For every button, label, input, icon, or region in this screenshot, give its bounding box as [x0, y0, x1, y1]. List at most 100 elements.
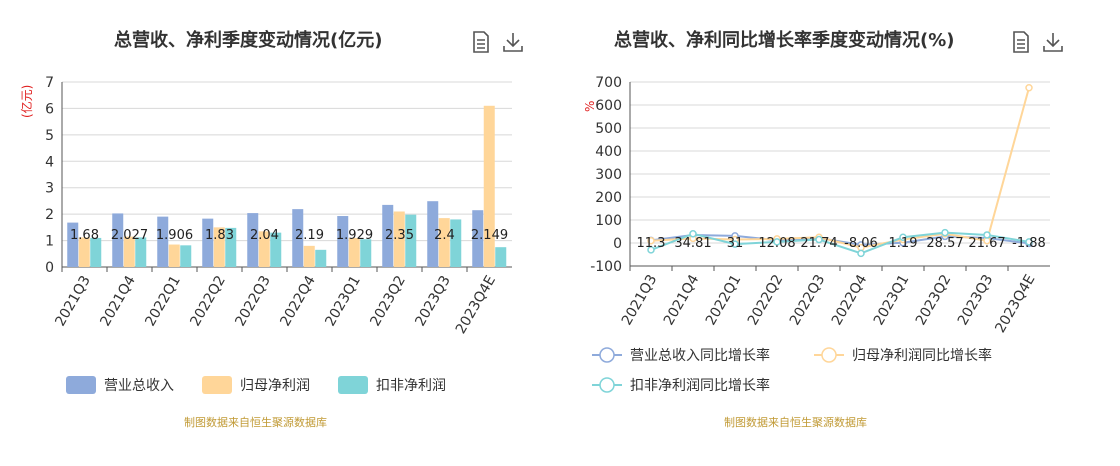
series-line [650, 87, 1030, 249]
series-point [983, 231, 991, 239]
legend-item-deducted-profit[interactable]: 扣非净利润 [338, 375, 446, 395]
bar [315, 249, 327, 267]
legend-item-revenue[interactable]: 营业总收入 [66, 375, 174, 395]
bar [438, 218, 450, 267]
legend-item-deducted-profit-growth[interactable]: 扣非净利润同比增长率 [592, 375, 770, 395]
y-tick-label: 300 [595, 167, 622, 183]
bar [393, 211, 405, 267]
legend-label: 扣非净利润同比增长率 [630, 378, 770, 394]
data-label: 12.08 [758, 236, 795, 251]
bar [225, 227, 237, 267]
x-tick-label: 2021Q3 [52, 273, 94, 329]
legend-swatch [592, 376, 622, 394]
x-tick-label: 2022Q3 [232, 273, 274, 329]
legend-swatch [202, 376, 232, 394]
y-tick-label: 0 [613, 236, 622, 252]
y-tick-label: 0 [45, 260, 54, 276]
x-tick-label: 2022Q4 [829, 272, 871, 328]
legend-swatch [338, 376, 368, 394]
series-point [731, 240, 739, 248]
data-label: 2.149 [471, 228, 508, 243]
data-label: -8.06 [844, 236, 878, 251]
y-tick-label: 100 [595, 213, 622, 229]
series-point [1025, 238, 1033, 246]
bar [90, 237, 102, 267]
bar [303, 245, 315, 267]
legend-swatch [592, 346, 622, 364]
x-tick-label: 2023Q4E [453, 273, 499, 337]
data-view-icon[interactable] [470, 30, 492, 54]
data-label: -1.88 [1012, 236, 1046, 251]
legend-item-net-profit-growth[interactable]: 归母净利润同比增长率 [814, 345, 992, 365]
data-label: 31 [727, 236, 744, 251]
series-point [647, 236, 655, 245]
data-source-credit: 制图数据来自恒生聚源数据库 [724, 416, 867, 429]
x-tick-label: 2023Q3 [955, 272, 997, 328]
bar [337, 216, 349, 267]
right-chart-title: 总营收、净利同比增长率季度变动情况(%) [614, 30, 955, 51]
x-tick-label: 2023Q1 [871, 272, 913, 328]
x-tick-label: 2022Q2 [745, 272, 787, 328]
x-tick-label: 2021Q3 [619, 272, 661, 328]
download-icon[interactable] [502, 30, 524, 54]
y-tick-label: 700 [595, 75, 622, 91]
bar [405, 214, 417, 267]
series-point [857, 249, 865, 258]
y-tick-label: 1 [45, 234, 54, 250]
data-label: 1.19 [889, 236, 918, 251]
bar [202, 218, 214, 267]
data-label: 21.74 [800, 236, 837, 251]
series-point [773, 238, 781, 246]
legend-label: 归母净利润 [240, 378, 310, 394]
y-tick-label: 600 [595, 98, 622, 114]
y-tick-label: 2 [45, 207, 54, 223]
legend-label: 营业总收入 [104, 378, 174, 394]
x-tick-label: 2022Q2 [187, 273, 229, 329]
x-tick-label: 2022Q4 [277, 273, 319, 329]
right-chart-panel: 总营收、净利同比增长率季度变动情况(%) -100 0 100 200 300 400 50… [560, 0, 1120, 466]
y-axis-unit: (亿元) [19, 85, 34, 118]
bar [382, 204, 394, 267]
bar [135, 237, 147, 267]
data-label: 34.81 [674, 236, 711, 251]
series-line [650, 231, 1030, 255]
legend-item-revenue-growth[interactable]: 营业总收入同比增长率 [592, 345, 770, 365]
data-label: 2.4 [434, 228, 455, 243]
data-label: 1.929 [336, 228, 373, 243]
data-label: 28.57 [926, 236, 963, 251]
bar [78, 237, 90, 267]
data-source-credit: 制图数据来自恒生聚源数据库 [184, 416, 327, 429]
legend-swatch [814, 346, 844, 364]
bar [157, 216, 169, 267]
y-tick-label: 200 [595, 190, 622, 206]
bar [292, 209, 304, 267]
series-point [899, 233, 907, 241]
x-tick-label: 2021Q4 [661, 272, 703, 328]
x-tick-label: 2023Q4E [992, 272, 1038, 336]
y-axis-unit: % [583, 101, 597, 112]
legend-label: 扣非净利润 [376, 378, 446, 394]
series-point [647, 246, 655, 254]
bar [258, 231, 270, 267]
x-tick-label: 2023Q2 [913, 272, 955, 328]
data-label: 1.83 [205, 228, 234, 243]
bar [495, 247, 507, 267]
series-point [815, 235, 823, 244]
left-chart-title: 总营收、净利季度变动情况(亿元) [114, 30, 383, 51]
x-tick-label: 2022Q1 [703, 272, 745, 328]
bar [450, 219, 462, 267]
legend-item-net-profit[interactable]: 归母净利润 [202, 375, 310, 395]
y-tick-label: 5 [45, 128, 54, 144]
download-icon[interactable] [1042, 30, 1064, 54]
data-label: 2.19 [295, 228, 324, 243]
bar [348, 237, 360, 267]
legend-label: 营业总收入同比增长率 [630, 348, 770, 364]
bar [472, 210, 484, 267]
bar [112, 213, 124, 267]
bar [168, 244, 180, 267]
data-view-icon[interactable] [1010, 30, 1032, 54]
data-label: 2.04 [250, 228, 279, 243]
y-tick-label: 400 [595, 144, 622, 160]
